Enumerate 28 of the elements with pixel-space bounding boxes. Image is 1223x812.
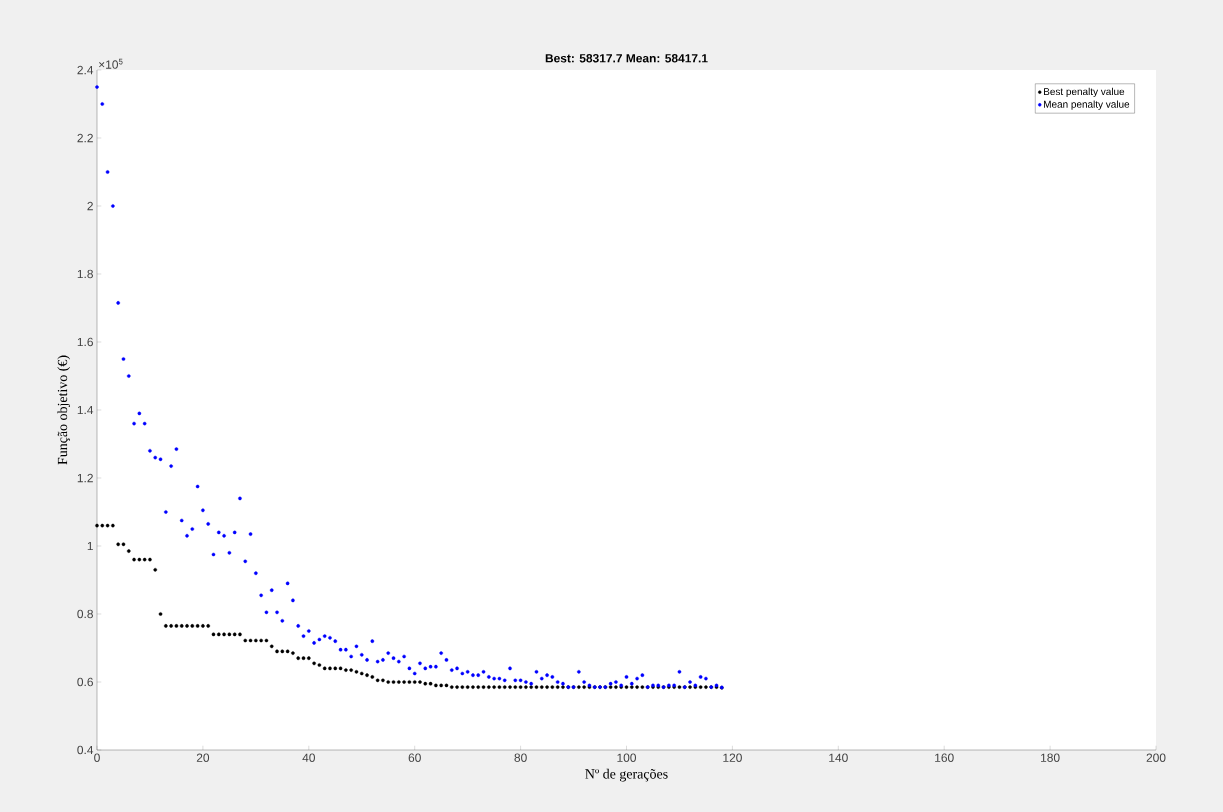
y-tick-label: 1.8 (77, 269, 93, 279)
x-tick-label: 140 (829, 753, 848, 762)
y-tick-label: 1.6 (77, 337, 93, 347)
y-tick-label: 0.8 (77, 609, 93, 619)
x-tick-label: 80 (514, 753, 527, 762)
y-tick-label: 0.6 (77, 677, 93, 687)
x-tick-label: 60 (408, 753, 421, 762)
y-tick-label: 1 (87, 541, 93, 551)
x-tick-label: 40 (302, 753, 315, 762)
legend-label: Best penalty value (1044, 87, 1125, 98)
y-tick-label: 1.4 (77, 405, 94, 415)
x-tick-label: 160 (935, 753, 954, 762)
x-tick-label: 100 (617, 753, 637, 762)
y-tick-label: 2 (87, 201, 93, 211)
y-tick-label: 1.2 (77, 473, 93, 483)
chart-title: Best: 58317.7 Mean: 58417.1 (545, 54, 708, 63)
x-axis-title: Nº de gerações (585, 768, 668, 782)
legend-label: Mean penalty value (1044, 100, 1130, 110)
y-tick-label: 0.4 (77, 745, 94, 755)
x-tick-label: 20 (196, 753, 210, 762)
y-tick-label: 2.4 (77, 65, 94, 75)
x-tick-label: 120 (723, 753, 742, 762)
x-tick-label: 180 (1041, 753, 1060, 762)
y-tick-label: 2.2 (77, 133, 93, 143)
x-tick-label: 0 (94, 753, 100, 762)
text: ×10$^{5}$ (99, 58, 123, 69)
x-tick-label: 200 (1146, 753, 1166, 762)
y-axis-title: Função objetivo (€) (57, 355, 71, 465)
